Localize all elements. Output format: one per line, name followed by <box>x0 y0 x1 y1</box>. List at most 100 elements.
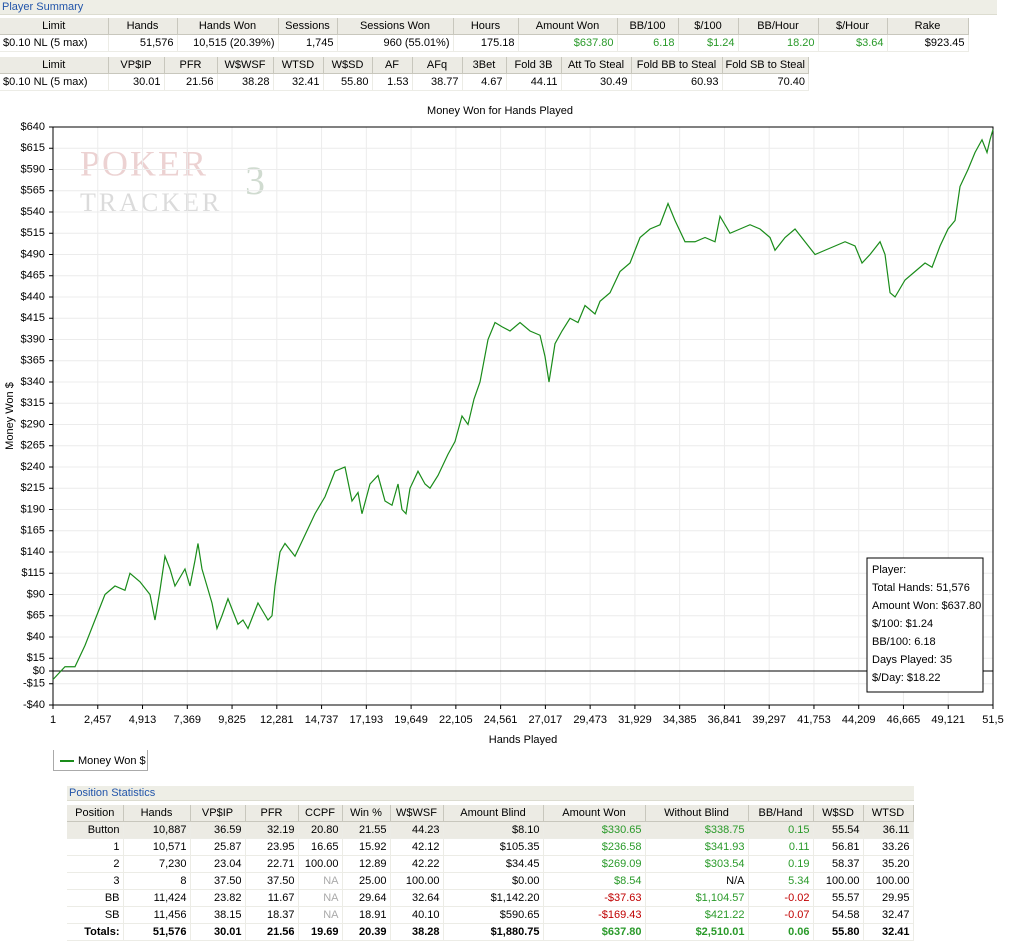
cell: 16.65 <box>298 838 343 856</box>
cell: 0.11 <box>748 838 814 856</box>
column-header: Position <box>67 805 124 822</box>
summary-table: Limit Hands Hands Won Sessions Sessions Won H… <box>0 18 969 52</box>
y-tick-label: $565 <box>21 185 45 197</box>
x-tick-label: 22,105 <box>439 714 473 726</box>
cell: 38.28 <box>390 923 444 941</box>
column-header: Hands <box>123 805 191 822</box>
cell: SB <box>67 906 124 924</box>
row: Button 10,887 36.59 32.19 20.80 21.55 44.23 $8.… <box>67 821 914 839</box>
y-tick-label: $590 <box>21 163 45 175</box>
cell: $303.54 <box>645 855 749 873</box>
column-header: Hands <box>108 18 178 35</box>
column-header: AFq <box>412 57 463 74</box>
cell: $269.09 <box>543 855 646 873</box>
cell: $341.93 <box>645 838 749 856</box>
cell: 8 <box>123 872 191 890</box>
cell: 70.40 <box>722 73 809 91</box>
x-tick-label: 36,841 <box>708 714 742 726</box>
x-tick-label: 12,281 <box>260 714 294 726</box>
header-row: Position Hands VP$IP PFR CCPF Win % W$WSF Amoun… <box>67 805 914 822</box>
table: Limit Hands Hands Won Sessions Sessions Won H… <box>0 18 969 52</box>
column-header: $/Hour <box>818 18 888 35</box>
cell: 1.53 <box>372 73 413 91</box>
cell: 51,576 <box>123 923 191 941</box>
row: 3 8 37.50 37.50 NA 25.00 100.00 $0.00 $8.54 N/A 5.… <box>67 872 914 890</box>
cell: 40.10 <box>390 906 444 924</box>
cell: 55.57 <box>813 889 864 907</box>
cell: 38.28 <box>217 73 274 91</box>
cell: 29.64 <box>342 889 391 907</box>
cell: $0.00 <box>443 872 544 890</box>
column-header: Sessions <box>278 18 338 35</box>
cell: -$169.43 <box>543 906 646 924</box>
y-tick-label: $615 <box>21 142 45 154</box>
column-header: PFR <box>245 805 299 822</box>
column-header: BB/Hour <box>738 18 819 35</box>
cell: 960 (55.01%) <box>337 34 454 52</box>
cell: 55.80 <box>323 73 373 91</box>
column-header: Rake <box>887 18 969 35</box>
cell: 1 <box>67 838 124 856</box>
cell: -0.02 <box>748 889 814 907</box>
cell: $3.64 <box>818 34 888 52</box>
legend-swatch-area: Money Won $ <box>60 755 146 767</box>
column-header: Att To Steal <box>561 57 632 74</box>
table: Limit VP$IP PFR W$WSF WTSD W$SD AF AFq 3Bet Fold … <box>0 57 809 91</box>
cell: $105.35 <box>443 838 544 856</box>
x-tick-label: 1 <box>50 714 56 726</box>
info-box-text: Player: <box>872 564 906 576</box>
cell: 37.50 <box>190 872 246 890</box>
cell: $8.10 <box>443 821 544 839</box>
cell: 58.37 <box>813 855 864 873</box>
cell: 42.22 <box>390 855 444 873</box>
column-header: Limit <box>0 18 109 35</box>
y-tick-label: $640 <box>21 121 45 133</box>
chart-title: Money Won for Hands Played <box>427 105 573 117</box>
x-tick-label: 51,5 <box>982 714 1003 726</box>
y-axis-label: Money Won $ <box>4 382 16 450</box>
row: $0.10 NL (5 max) 30.01 21.56 38.28 32.41 55.8… <box>0 73 809 91</box>
y-tick-label: $240 <box>21 461 45 473</box>
info-box-text: $/Day: $18.22 <box>872 672 941 684</box>
cell: 19.69 <box>298 923 343 941</box>
cell: -0.07 <box>748 906 814 924</box>
cell: 30.01 <box>190 923 246 941</box>
column-header: Hours <box>453 18 519 35</box>
cell: 10,887 <box>123 821 191 839</box>
y-tick-label: $265 <box>21 440 45 452</box>
info-box-text: $/100: $1.24 <box>872 618 933 630</box>
cell: 32.19 <box>245 821 299 839</box>
plot-area <box>52 126 994 706</box>
cell: 7,230 <box>123 855 191 873</box>
x-tick-label: 4,913 <box>129 714 157 726</box>
cell: N/A <box>645 872 749 890</box>
cell: 36.59 <box>190 821 246 839</box>
cell: $338.75 <box>645 821 749 839</box>
cell: 100.00 <box>390 872 444 890</box>
x-tick-label: 41,753 <box>797 714 831 726</box>
x-tick-label: 31,929 <box>618 714 652 726</box>
x-tick-label: 2,457 <box>84 714 112 726</box>
info-box-text: Amount Won: $637.80 <box>872 600 981 612</box>
row: $0.10 NL (5 max) 51,576 10,515 (20.39%) 1,7… <box>0 34 969 52</box>
cell: 38.15 <box>190 906 246 924</box>
cell: $637.80 <box>543 923 646 941</box>
column-header: Sessions Won <box>337 18 454 35</box>
column-header: VP$IP <box>108 57 165 74</box>
y-tick-label: $15 <box>27 652 45 664</box>
x-tick-label: 46,665 <box>887 714 921 726</box>
watermark-badge: 3 <box>245 158 265 203</box>
x-tick-label: 34,385 <box>663 714 697 726</box>
watermark-text: TRACKER <box>80 188 222 217</box>
column-header: AF <box>372 57 413 74</box>
cell: $637.80 <box>518 34 618 52</box>
cell: $236.58 <box>543 838 646 856</box>
cell: 23.82 <box>190 889 246 907</box>
cell: Button <box>67 821 124 839</box>
cell: 0.19 <box>748 855 814 873</box>
cell: $2,510.01 <box>645 923 749 941</box>
column-header: $/100 <box>678 18 739 35</box>
cell: 36.11 <box>863 821 914 839</box>
cell: 4.67 <box>462 73 507 91</box>
